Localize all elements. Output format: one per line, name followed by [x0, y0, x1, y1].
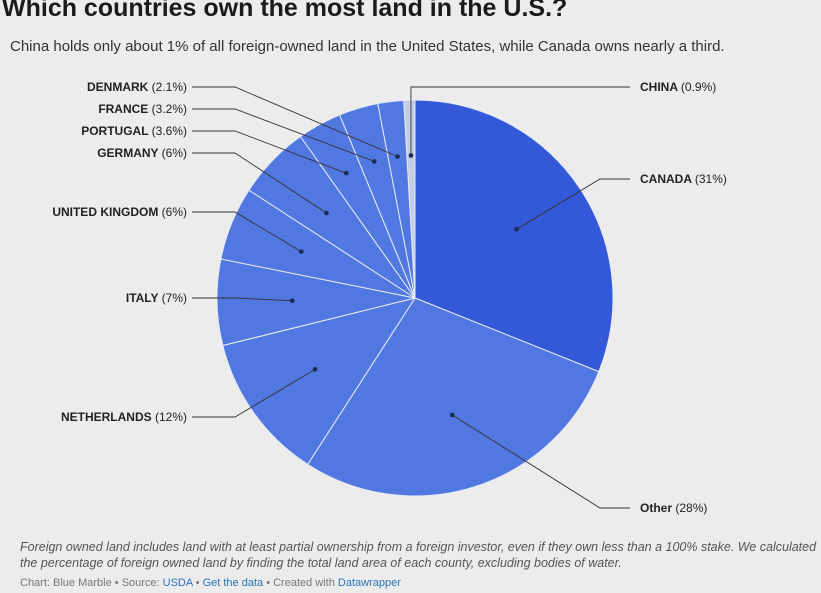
chart-credits: Chart: Blue Marble • Source: USDA • Get … [20, 577, 401, 589]
slice-label-name: GERMANY [97, 146, 161, 160]
slice-label: ITALY (7%) [126, 291, 187, 305]
leader-line [192, 368, 316, 418]
slice-label-value: (12%) [155, 410, 187, 424]
leader-dot [371, 159, 377, 164]
leader-dot [299, 249, 304, 254]
created-label: Created with [273, 577, 338, 589]
leader-dot [514, 226, 519, 232]
leader-dot [324, 210, 329, 216]
leader-line [410, 86, 630, 156]
slice-label: NETHERLANDS (12%) [61, 410, 187, 424]
slice-label: CHINA (0.9%) [640, 80, 716, 94]
leader-line [192, 130, 347, 174]
slice-label: CANADA (31%) [640, 172, 727, 186]
slice-label-name: NETHERLANDS [61, 410, 155, 424]
slice-label-value: (6%) [162, 146, 187, 160]
slice-label: GERMANY (6%) [97, 146, 187, 160]
leader-line [192, 86, 398, 157]
sep: • [263, 577, 274, 589]
slice-label-value: (2.1%) [152, 80, 187, 94]
slice-label: UNITED KINGDOM (6%) [52, 205, 187, 219]
slice-label-value: (7%) [162, 291, 187, 305]
slice-label-name: UNITED KINGDOM [52, 205, 161, 219]
slice-label: PORTUGAL (3.6%) [81, 124, 187, 138]
slice-label-name: Other [640, 501, 675, 515]
slice-label: Other (28%) [640, 501, 707, 515]
source-label: Source: [121, 577, 163, 589]
slice-label-name: DENMARK [87, 80, 152, 94]
leader-line [192, 152, 327, 214]
chart-note: Foreign owned land includes land with at… [20, 540, 817, 570]
pie-slice-china [403, 99, 416, 299]
slice-label-value: (31%) [695, 172, 727, 186]
pie-slice-other [306, 297, 600, 497]
leader-dot [312, 367, 318, 372]
chart-title: Which countries own the most land in the… [2, 0, 568, 22]
slice-label-value: (6%) [162, 205, 187, 219]
slice-label-value: (28%) [675, 501, 707, 515]
slice-label-name: ITALY [126, 291, 162, 305]
slice-label: FRANCE (3.2%) [98, 102, 187, 116]
slice-label-name: CHINA [640, 80, 681, 94]
pie-chart: CANADA (31%) Other (28%) NETHERLANDS (12%)… [52, 80, 727, 515]
leader-line [452, 414, 630, 509]
leader-dot [289, 298, 295, 304]
leader-dot [408, 153, 414, 158]
slice-label-value: (0.9%) [681, 80, 716, 94]
leader-dot [343, 170, 349, 176]
get-data-link[interactable]: Get the data [202, 577, 264, 589]
slice-label-value: (3.2%) [152, 102, 187, 116]
leader-line [516, 178, 630, 230]
pie-slice-canada [414, 99, 614, 373]
slice-label-name: CANADA [640, 172, 695, 186]
slice-label: DENMARK (2.1%) [87, 80, 187, 94]
leader-line [192, 211, 302, 253]
slice-label-value: (3.6%) [152, 124, 187, 138]
sep: • [111, 577, 122, 589]
leader-dot [449, 412, 455, 418]
datawrapper-link[interactable]: Datawrapper [337, 577, 401, 589]
sep: • [192, 577, 203, 589]
source-link[interactable]: USDA [162, 577, 193, 589]
slice-label-name: FRANCE [98, 102, 151, 116]
pie-slice-netherlands [222, 297, 417, 466]
chart-subtitle: China holds only about 1% of all foreign… [10, 38, 725, 55]
slice-label-name: PORTUGAL [81, 124, 151, 138]
leader-line [192, 108, 375, 162]
leader-line [192, 297, 293, 302]
leader-dot [395, 154, 400, 159]
credit-chart: Chart: Blue Marble [20, 577, 112, 589]
